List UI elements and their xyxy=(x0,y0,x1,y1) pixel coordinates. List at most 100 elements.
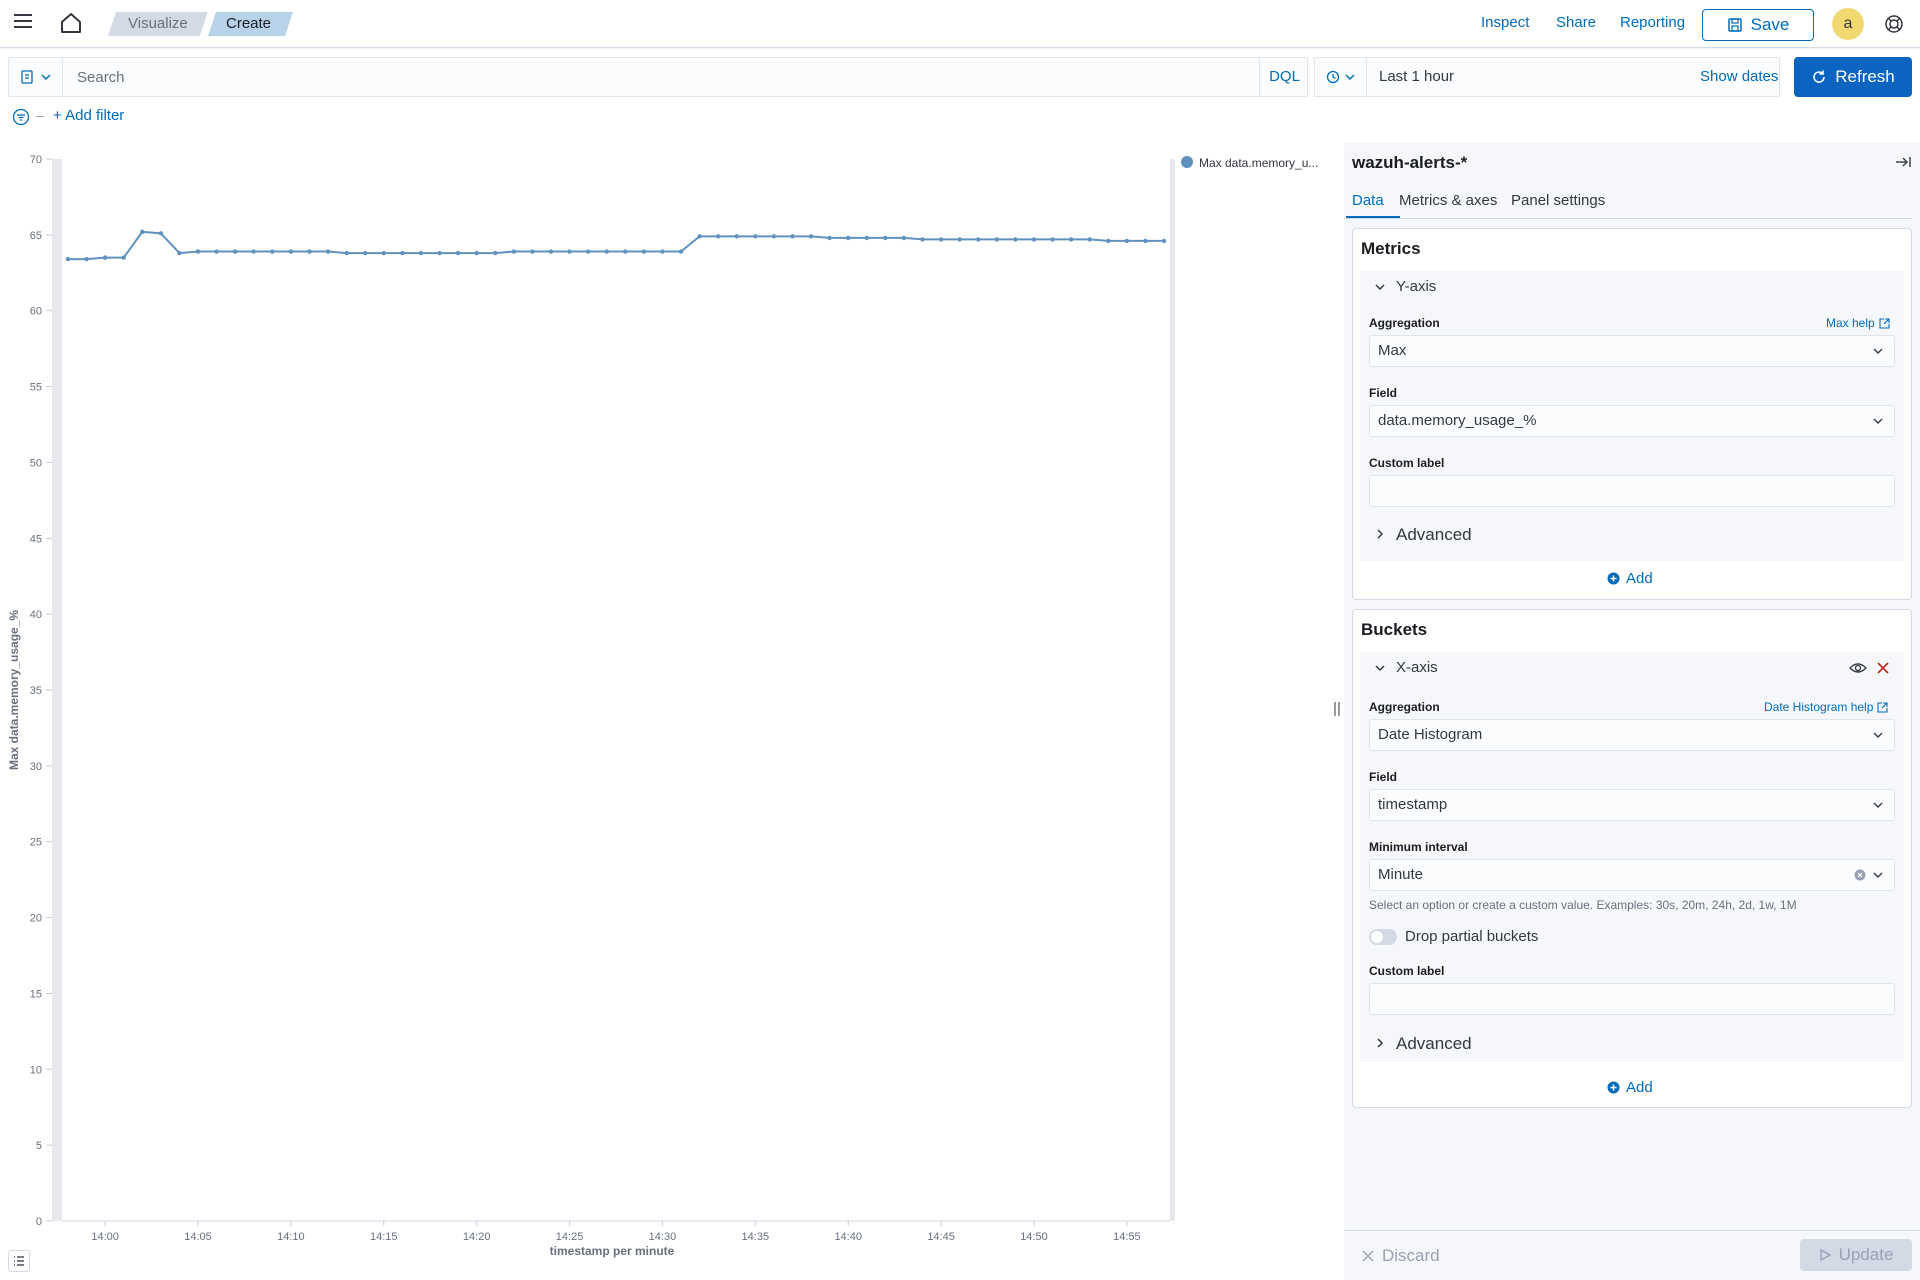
play-icon xyxy=(1819,1249,1831,1261)
metric-field-select[interactable]: data.memory_usage_% xyxy=(1369,405,1895,437)
date-histogram-help-link[interactable]: Date Histogram help xyxy=(1764,700,1888,714)
data-point xyxy=(994,237,1000,242)
bucket-field-select[interactable]: timestamp xyxy=(1369,789,1895,821)
active-tab-indicator xyxy=(1346,216,1400,218)
add-filter-link[interactable]: + Add filter xyxy=(53,107,125,124)
data-point xyxy=(883,235,888,241)
breadcrumb-visualize[interactable]: Visualize xyxy=(108,12,208,36)
data-point xyxy=(808,234,814,239)
data-point xyxy=(121,255,126,260)
chevron-down-icon[interactable] xyxy=(1374,662,1386,674)
bucket-add-button[interactable]: Add xyxy=(1607,1079,1653,1096)
reporting-link[interactable]: Reporting xyxy=(1620,14,1686,31)
chevron-down-icon xyxy=(1873,802,1883,808)
tab-metrics-axes[interactable]: Metrics & axes xyxy=(1399,192,1498,209)
y-tick-label: 60 xyxy=(30,306,42,318)
interval-value: Minute xyxy=(1378,866,1424,883)
chevron-right-icon[interactable] xyxy=(1374,528,1386,540)
line-chart: 0 5 10 15 20 25 30 35 40 45 50 55 60 65 70 14:00 14:05 14… xyxy=(7,154,1318,1258)
time-range-label[interactable]: Last 1 hour xyxy=(1379,68,1455,85)
drop-partial-toggle[interactable] xyxy=(1369,929,1397,945)
clear-icon[interactable] xyxy=(1854,869,1866,881)
data-point xyxy=(548,249,554,254)
x-tick-label: 14:30 xyxy=(649,1231,677,1243)
chevron-down-icon[interactable] xyxy=(1374,281,1386,293)
metric-add-button[interactable]: Add xyxy=(1607,570,1653,587)
data-point xyxy=(493,250,498,256)
query-language-button[interactable]: DQL xyxy=(1259,58,1309,96)
data-point xyxy=(363,250,368,256)
filter-icon[interactable] xyxy=(12,108,30,126)
bucket-aggregation-select[interactable]: Date Histogram xyxy=(1369,719,1895,751)
legend-toggle-button[interactable] xyxy=(8,1250,30,1272)
metric-aggregation-select[interactable]: Max xyxy=(1369,335,1895,367)
data-point xyxy=(325,249,331,254)
data-point xyxy=(938,237,944,242)
bucket-custom-label-input[interactable] xyxy=(1369,983,1895,1015)
x-tick-label: 14:05 xyxy=(184,1231,212,1243)
update-button[interactable]: Update xyxy=(1800,1239,1912,1271)
y-axis-agg-name[interactable]: Y-axis xyxy=(1396,278,1437,295)
refresh-button[interactable]: Refresh xyxy=(1794,57,1912,97)
x-axis-agg-name[interactable]: X-axis xyxy=(1396,659,1438,676)
index-pattern-title: wazuh-alerts-* xyxy=(1352,153,1468,172)
max-help-link[interactable]: Max help xyxy=(1826,316,1890,330)
refresh-icon xyxy=(1813,70,1826,83)
data-point xyxy=(1106,238,1111,244)
metric-custom-label-label: Custom label xyxy=(1369,456,1445,470)
share-link[interactable]: Share xyxy=(1556,14,1597,31)
quick-time-menu[interactable] xyxy=(1315,58,1367,96)
save-label: Save xyxy=(1750,15,1790,34)
data-point xyxy=(158,231,164,236)
y-tick-label: 65 xyxy=(30,230,42,242)
y-tick-label: 35 xyxy=(30,685,42,697)
discard-label: Discard xyxy=(1382,1246,1440,1265)
data-point xyxy=(697,234,702,239)
bucket-advanced-toggle[interactable]: Advanced xyxy=(1396,1034,1472,1053)
search-input[interactable] xyxy=(71,58,1261,96)
data-point xyxy=(1143,238,1148,244)
resize-handle-icon[interactable] xyxy=(1334,702,1340,716)
save-button[interactable]: Save xyxy=(1702,9,1814,41)
show-dates-link[interactable]: Show dates xyxy=(1700,68,1779,85)
metric-custom-label-input[interactable] xyxy=(1369,475,1895,507)
chevron-down-icon xyxy=(1873,732,1883,738)
legend-swatch xyxy=(1181,156,1193,168)
list-icon xyxy=(14,1256,24,1266)
y-tick-label: 25 xyxy=(30,837,42,849)
x-tick-label: 14:35 xyxy=(742,1231,770,1243)
y-axis-band xyxy=(52,159,62,1221)
data-point xyxy=(214,249,219,254)
data-point xyxy=(437,250,442,256)
data-point xyxy=(623,249,628,254)
chevron-right-icon[interactable] xyxy=(1374,1037,1386,1049)
data-point xyxy=(734,234,739,239)
metric-advanced-toggle[interactable]: Advanced xyxy=(1396,525,1472,544)
data-point xyxy=(920,237,925,242)
metrics-title: Metrics xyxy=(1361,239,1421,258)
inspect-link[interactable]: Inspect xyxy=(1481,14,1530,31)
tab-data[interactable]: Data xyxy=(1352,192,1384,209)
eye-icon[interactable] xyxy=(1849,661,1867,675)
help-icon[interactable] xyxy=(1884,14,1904,34)
bucket-field-label: Field xyxy=(1369,770,1398,784)
legend-label: Max data.memory_u... xyxy=(1199,156,1318,170)
x-tick-label: 14:15 xyxy=(370,1231,398,1243)
remove-icon[interactable] xyxy=(1877,662,1889,674)
saved-query-menu[interactable] xyxy=(9,58,63,96)
tab-panel-settings[interactable]: Panel settings xyxy=(1511,192,1606,209)
avatar[interactable]: a xyxy=(1832,8,1864,40)
menu-icon[interactable] xyxy=(14,14,32,28)
data-point xyxy=(864,235,869,241)
y-tick-label: 20 xyxy=(30,913,42,925)
discard-button[interactable]: Discard xyxy=(1362,1246,1440,1266)
y-tick-label: 10 xyxy=(30,1064,42,1076)
data-point xyxy=(1031,237,1037,242)
home-icon[interactable] xyxy=(58,10,84,36)
collapse-sidebar-icon[interactable] xyxy=(1894,155,1912,169)
x-tick-label: 14:55 xyxy=(1113,1231,1141,1243)
interval-select[interactable]: Minute xyxy=(1369,859,1895,891)
time-picker: Last 1 hour Show dates xyxy=(1314,57,1780,97)
data-point xyxy=(1124,238,1130,244)
metric-field-value: data.memory_usage_% xyxy=(1378,412,1537,429)
